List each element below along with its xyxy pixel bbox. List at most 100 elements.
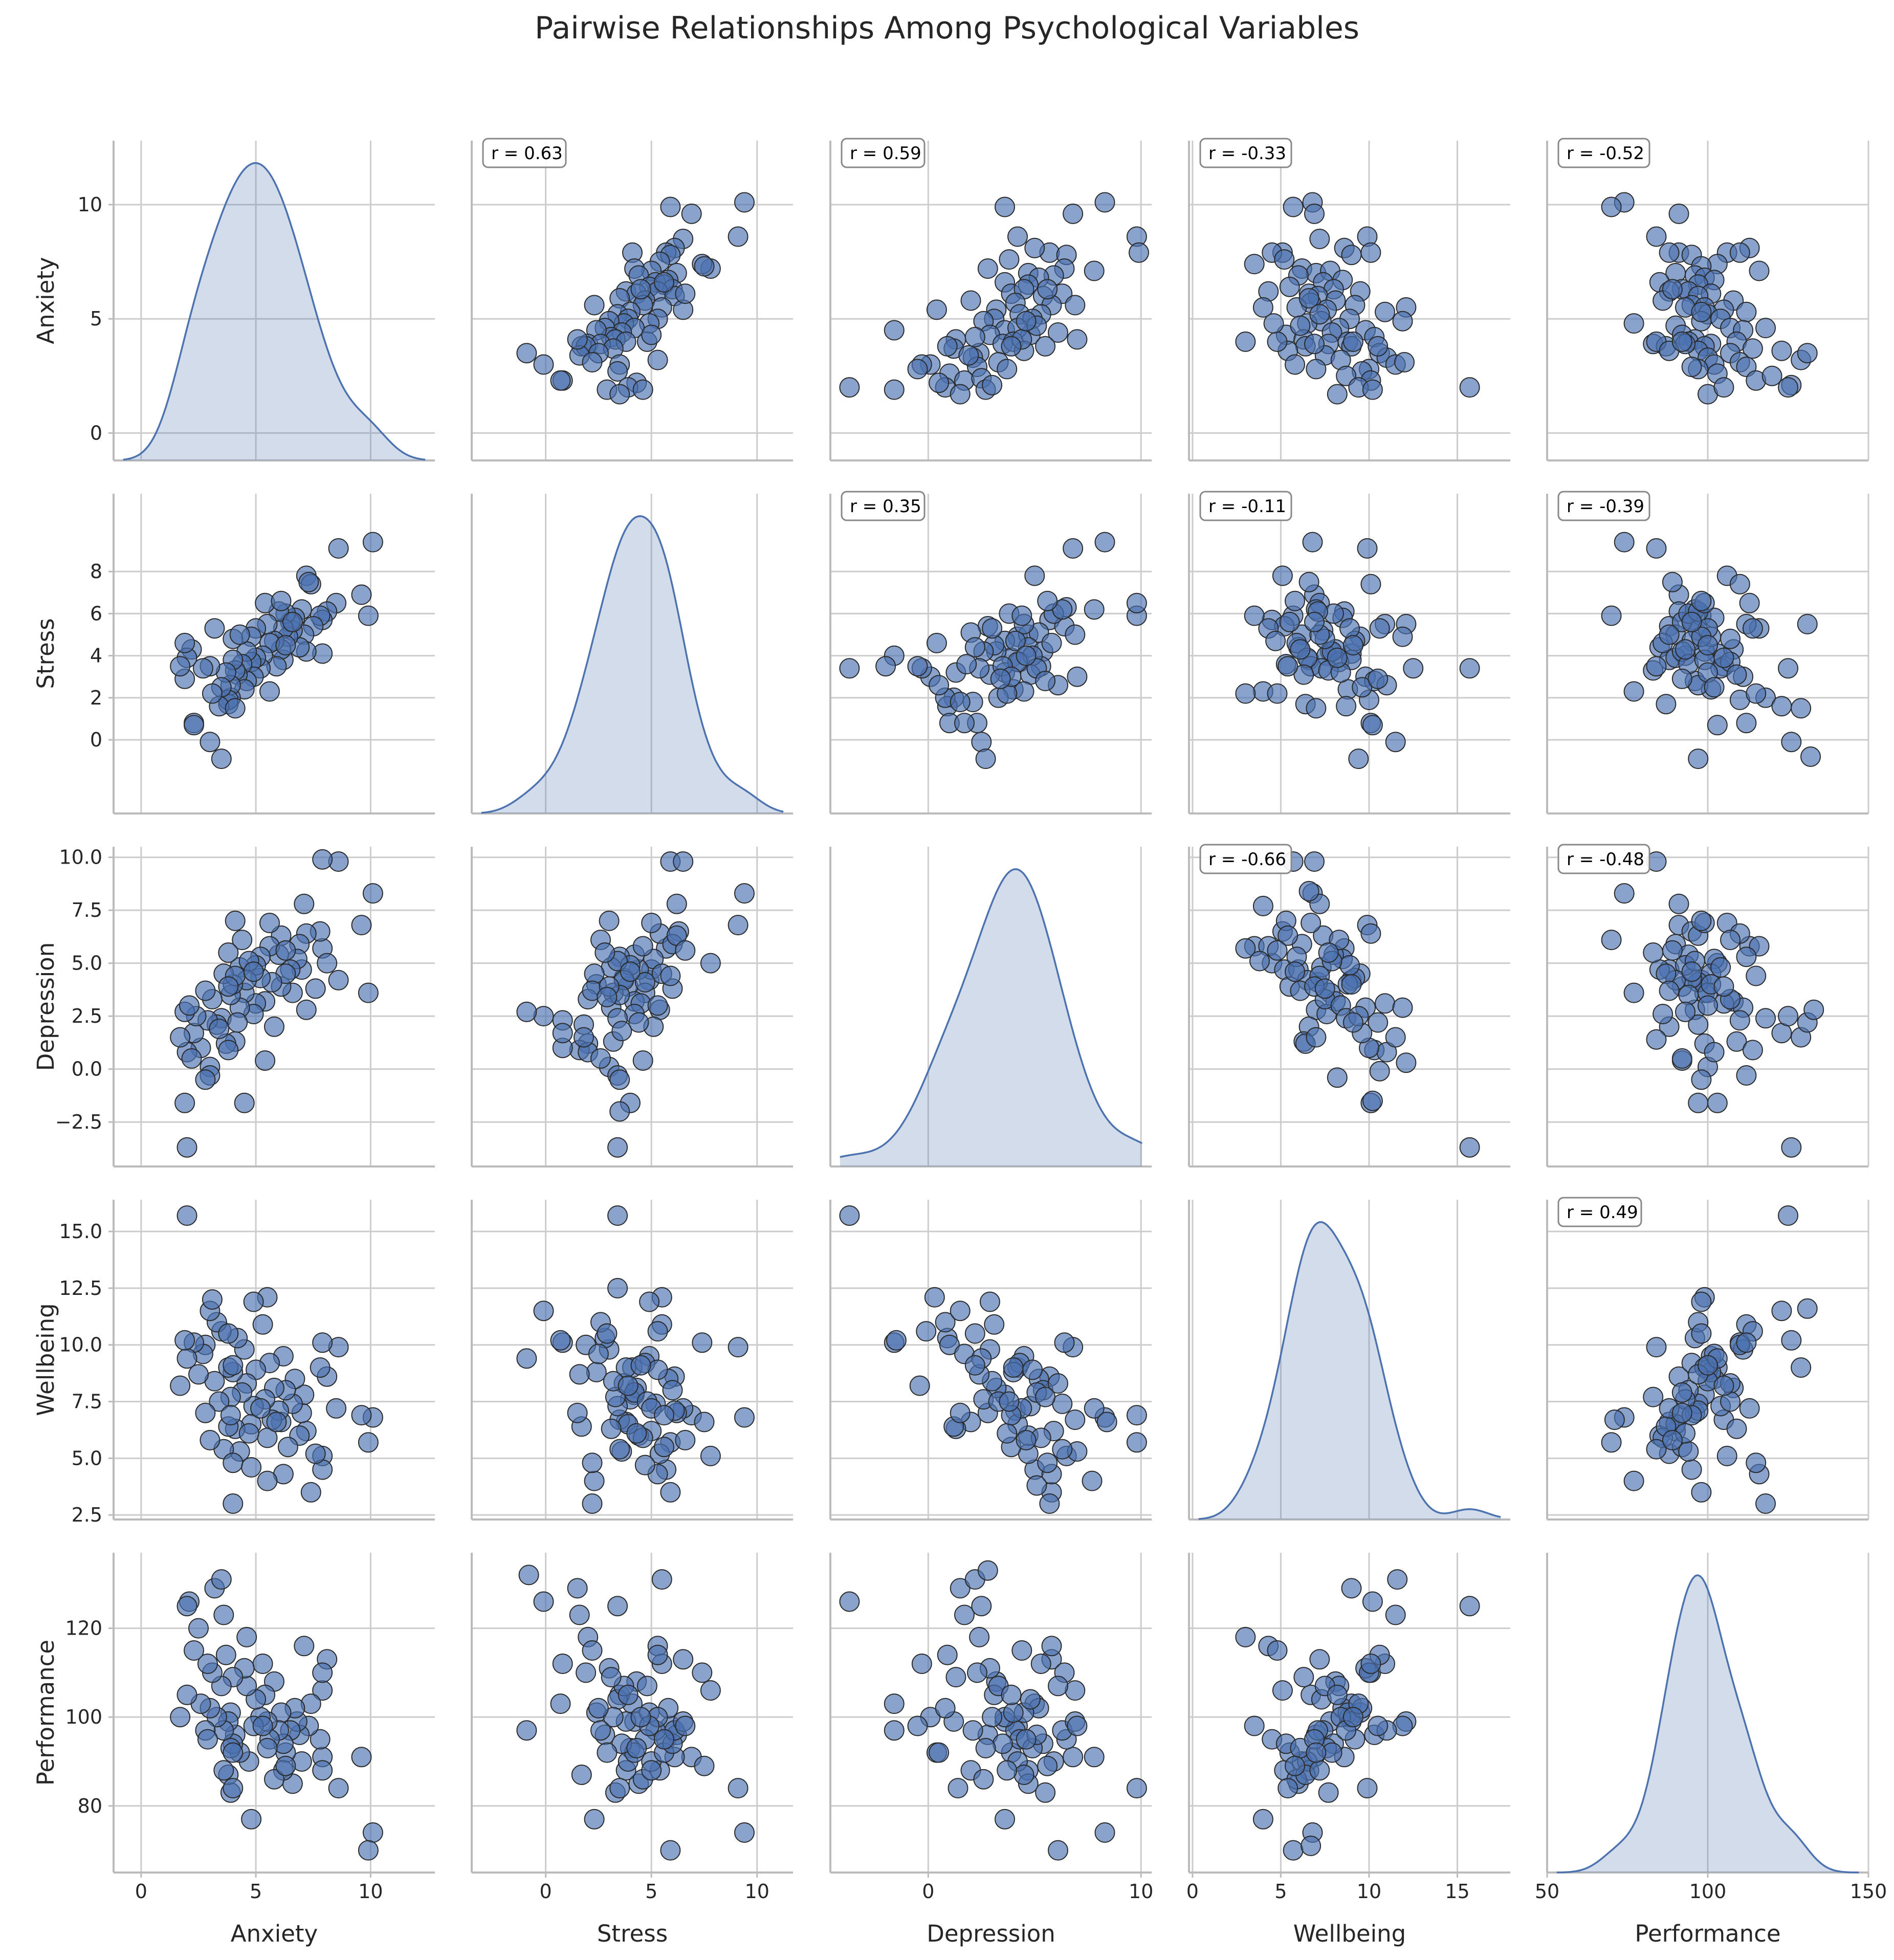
scatter-point [1698,995,1718,1016]
scatter-point [584,1809,605,1830]
scatter-point [1362,1591,1383,1612]
scatter-point [234,1092,255,1113]
scatter-point [995,196,1015,217]
scatter-point [1375,993,1395,1014]
scatter-point [1067,666,1088,687]
scatter-point [911,1654,932,1674]
scatter-point [358,1432,379,1453]
correlation-box [841,138,926,168]
scatter-point [628,1012,649,1033]
scatter-point [266,1412,287,1433]
scatter-point [1707,715,1728,736]
scatter-point [252,1314,273,1335]
scatter-point [692,1332,713,1353]
scatter-point [609,1439,630,1460]
scatter-point [300,1482,321,1503]
scatter-point [1698,635,1718,656]
scatter-point [1067,329,1088,350]
scatter-point [660,1840,681,1861]
scatter-point [1304,851,1325,872]
scatter-point [1327,647,1348,668]
scatter-point [647,349,668,370]
scatter-point [298,571,319,592]
scatter-point [1623,1470,1644,1491]
scatter-point [1037,1755,1058,1776]
scatter-point [582,352,603,372]
scatter-point [1392,311,1413,332]
scatter-point [1797,613,1818,634]
scatter-point [1126,1778,1147,1799]
scatter-point [1362,1090,1383,1111]
scatter-point [641,913,662,933]
tick-label-y: 10.0 [59,846,102,869]
scatter-point [1235,331,1256,352]
scatter-point [582,1640,603,1661]
scatter-point [1691,590,1712,611]
scatter-point [632,379,653,400]
scatter-point [630,1355,651,1376]
scatter-point [1342,331,1363,352]
scatter-point [574,1027,594,1048]
scatter-point [516,1348,537,1369]
scatter-point [960,290,981,311]
scatter-point [1739,592,1760,613]
scatter-point [209,1019,230,1039]
correlation-label: r = -0.52 [1567,143,1644,164]
scatter-point [588,1698,609,1719]
scatter-point [1327,1684,1348,1705]
panel-anxiety-stress [471,141,793,461]
scatter-point [1304,334,1325,355]
panel-wellbeing-anxiety: 2.5 5.0 7.5 10.0 12.5 15.0 Wellbeing [32,1200,435,1526]
scatter-point [552,1023,573,1044]
scatter-point [609,1069,630,1090]
scatter-point [1675,1001,1695,1022]
scatter-point [241,1457,262,1478]
scatter-point [1048,1676,1068,1697]
scatter-point [1662,940,1683,961]
scatter-point [1662,1429,1683,1450]
scatter-point [939,1334,960,1355]
scatter-point [597,986,618,1007]
scatter-point [1713,647,1734,668]
scatter-point [884,1693,905,1714]
scatter-point [599,910,620,931]
scatter-point [567,1402,588,1423]
scatter-point [1067,1715,1088,1736]
scatter-point [223,1452,244,1473]
scatter-point [1001,336,1022,357]
scatter-point [569,1604,590,1625]
scatter-point [958,345,979,366]
scatter-point [275,940,296,961]
scatter-point [1290,639,1311,660]
tick-label-y: 15.0 [59,1220,102,1243]
scatter-point [576,1662,597,1683]
scatter-point [1278,1778,1298,1799]
scatter-point [1746,965,1767,986]
scatter-point [1778,658,1798,679]
scatter-point [950,1578,971,1599]
scatter-point [1306,698,1327,719]
scatter-point [1249,951,1270,972]
scatter-point [675,1429,696,1450]
scatter-point [1691,1291,1712,1312]
correlation-annotation: r = -0.33 [1199,138,1292,168]
scatter-point [647,1321,668,1342]
correlation-label: r = -0.48 [1567,849,1644,870]
scatter-point [954,1604,975,1625]
scatter-point [950,692,971,713]
scatter-point [362,1822,383,1843]
scatter-point [177,1348,197,1369]
scatter-point [630,1707,651,1728]
scatter-point [1341,974,1362,995]
scatter-point [1048,1373,1068,1394]
panel-anxiety-depression [829,141,1152,461]
scatter-point [1646,1029,1667,1050]
scatter-point [1267,1640,1288,1661]
scatter-point [1688,748,1709,769]
scatter-point [603,1707,624,1728]
panel-stress-wellbeing [1188,494,1510,814]
scatter-point [351,1747,372,1768]
scatter-point [1267,331,1288,352]
panel-performance-performance: 50 100 150 Performance [1535,1553,1887,1947]
axis-label-x: Depression [927,1920,1055,1947]
